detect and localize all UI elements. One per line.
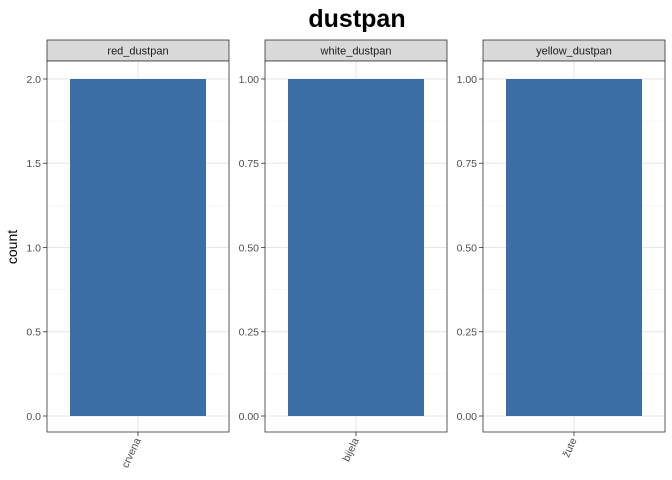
y-tick-label: 0.75 — [457, 158, 478, 170]
facet-panel-red_dustpan: red_dustpan 0.0 0.5 1.0 1.5 2.0 crvena — [26, 39, 230, 470]
bar-crvena — [70, 79, 206, 416]
x-tick-label: crvena — [120, 436, 144, 470]
facet-panel-yellow_dustpan: yellow_dustpan 0.00 0.25 0.50 0.75 1.00 žute — [457, 39, 666, 459]
bar-bijela — [288, 79, 424, 416]
y-tick-label: 1.5 — [26, 158, 41, 170]
facet-strip-label: white_dustpan — [320, 46, 392, 58]
bar-žute — [506, 79, 642, 416]
y-tick-label: 0.00 — [239, 411, 260, 423]
x-tick-label: žute — [560, 436, 579, 459]
y-tick-label: 1.0 — [26, 242, 41, 254]
x-tick-label: bijela — [340, 436, 361, 463]
y-axis-label: count — [4, 230, 20, 264]
y-tick-label: 0.25 — [239, 327, 260, 339]
y-tick-label: 1.00 — [457, 74, 478, 86]
facet-strip-label: red_dustpan — [107, 46, 168, 58]
facet-strip-label: yellow_dustpan — [536, 46, 612, 58]
y-tick-label: 0.25 — [457, 327, 478, 339]
y-tick-label: 0.5 — [26, 327, 41, 339]
y-tick-label: 1.00 — [239, 74, 260, 86]
y-tick-label: 0.50 — [457, 242, 478, 254]
y-tick-label: 2.0 — [26, 74, 41, 86]
y-tick-label: 0.0 — [26, 411, 41, 423]
chart-title: dustpan — [308, 5, 405, 33]
facet-panel-white_dustpan: white_dustpan 0.00 0.25 0.50 0.75 1.00 bijela — [239, 39, 448, 464]
y-tick-label: 0.00 — [457, 411, 478, 423]
y-tick-label: 0.75 — [239, 158, 260, 170]
facet-panels: red_dustpan 0.0 0.5 1.0 1.5 2.0 crvena white_du… — [26, 39, 666, 470]
y-tick-label: 0.50 — [239, 242, 260, 254]
